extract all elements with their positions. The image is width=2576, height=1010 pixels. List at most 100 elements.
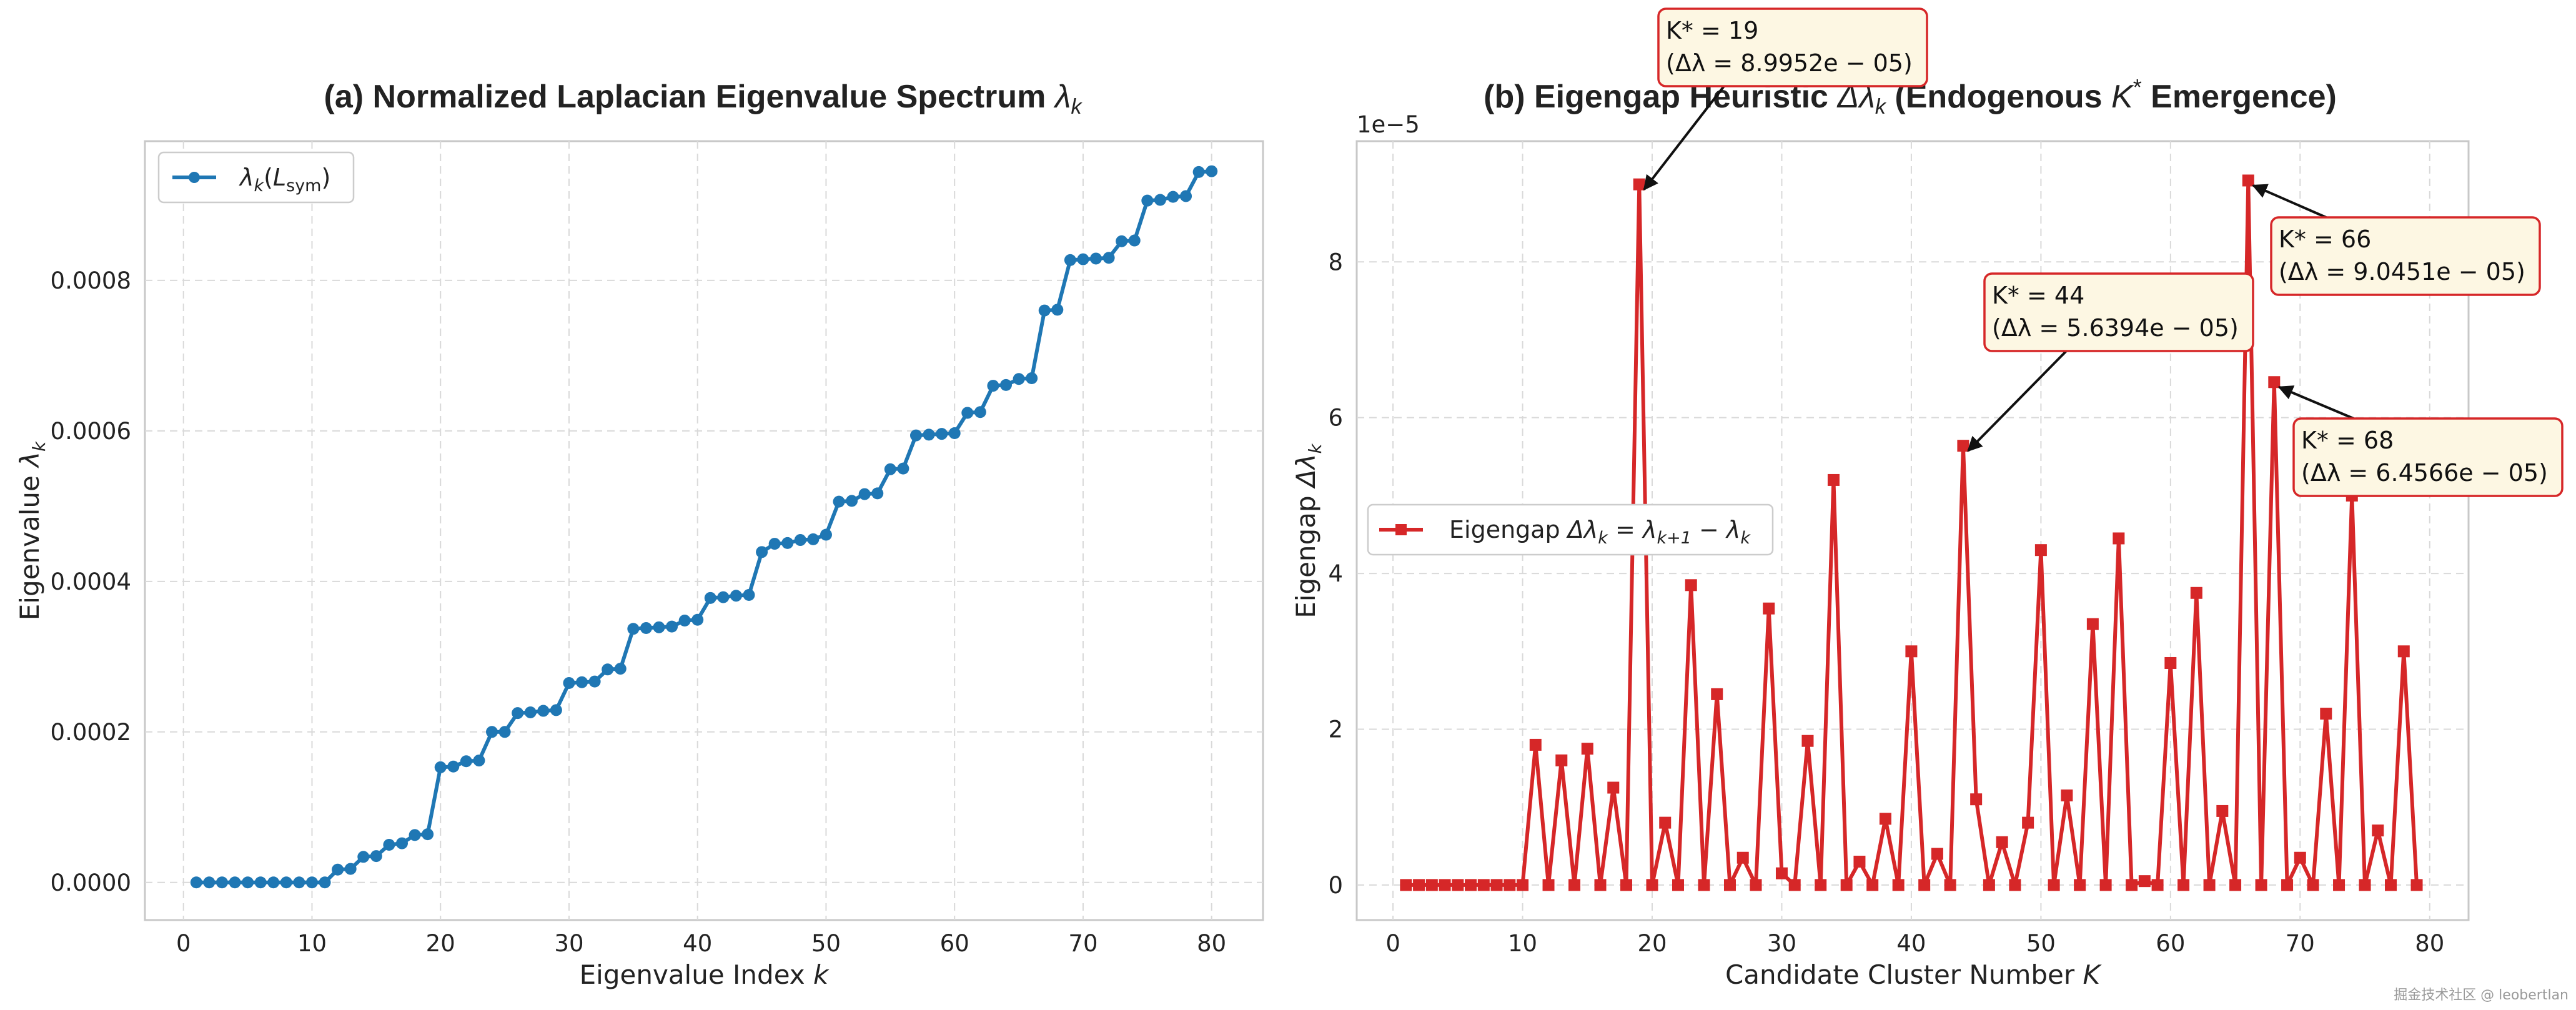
panel-a-legend-box [157, 151, 355, 204]
data-point [614, 663, 627, 675]
data-point [1853, 855, 1866, 868]
data-point [807, 533, 820, 545]
data-point [395, 837, 408, 849]
data-point [2138, 875, 2151, 888]
data-point [1736, 851, 1749, 864]
data-point [1180, 190, 1192, 202]
data-point [2177, 879, 2190, 891]
x-tick-label: 40 [683, 930, 712, 957]
data-point [2190, 587, 2202, 599]
y-tick-label: 0.0004 [51, 568, 131, 595]
y-tick-label: 0.0008 [51, 267, 131, 294]
data-point [2151, 879, 2164, 891]
data-point [447, 760, 460, 773]
x-tick-label: 20 [426, 930, 455, 957]
data-point [987, 380, 999, 392]
data-point [909, 429, 922, 442]
data-point [2359, 879, 2371, 891]
annotation-label-k: K* = 19 [1666, 17, 1758, 44]
data-point [1879, 813, 1891, 825]
data-point [1477, 879, 1490, 891]
data-point [1775, 867, 1788, 879]
data-point [704, 592, 716, 604]
data-point [1077, 253, 1089, 265]
data-point [576, 676, 588, 688]
data-point [1026, 372, 1038, 385]
panel-a-legend-label: λk(Lsym) [239, 164, 330, 196]
panel-a-legend: λk(Lsym) [157, 151, 355, 204]
data-point [1038, 304, 1051, 317]
data-point [653, 621, 665, 633]
y-tick-label: 2 [1328, 716, 1343, 743]
annotation-label-k: K* = 66 [2279, 225, 2371, 253]
data-point [846, 495, 858, 507]
data-point [1452, 879, 1464, 891]
data-point [1996, 836, 2008, 848]
y-tick-label: 0.0006 [51, 418, 131, 445]
data-point [1581, 743, 1593, 755]
data-point [897, 462, 909, 475]
panel-b-eigengap: (b) Eigengap Heuristic Δλk (Endogenous K… [1290, 7, 2564, 990]
panel-b-legend-box [1367, 503, 1774, 556]
data-point [1633, 178, 1645, 191]
data-point [2074, 879, 2086, 891]
annotation-box [1983, 272, 2254, 352]
data-point [1840, 879, 1853, 891]
data-point [923, 428, 935, 441]
annotation-arrow [1643, 85, 1725, 191]
x-tick-label: 30 [554, 930, 583, 957]
data-point [305, 876, 318, 889]
data-point [280, 876, 292, 889]
data-point [1102, 252, 1115, 264]
data-point [1439, 879, 1451, 891]
data-point [1413, 879, 1425, 891]
data-point [730, 590, 742, 602]
data-point [2086, 618, 2099, 630]
x-tick-label: 70 [1068, 930, 1097, 957]
annotation-label-value: (Δλ = 8.9952e − 05) [1666, 49, 1913, 77]
annotation-label-value: (Δλ = 9.0451e − 05) [2279, 258, 2525, 285]
panel-b-annotations: K* = 19 (Δλ = 8.9952e − 05) K* = 44 (Δλ = 5… [1643, 7, 2564, 497]
data-point [203, 876, 215, 889]
data-point [2320, 708, 2332, 720]
data-point [2372, 824, 2384, 837]
x-tick-label: 0 [1385, 930, 1400, 957]
data-point [1000, 379, 1013, 391]
data-point [1827, 473, 1840, 486]
x-tick-label: 0 [176, 930, 191, 957]
annotation-box [1657, 7, 1928, 87]
data-point [537, 705, 550, 717]
x-tick-label: 60 [2156, 930, 2185, 957]
data-point [1568, 879, 1581, 891]
panel-a-legend-marker [189, 172, 200, 183]
data-point [768, 538, 781, 550]
data-point [229, 876, 241, 889]
panel-b-ylabel: Eigengap Δλk [1290, 442, 1325, 618]
data-point [1723, 879, 1736, 891]
data-point [961, 407, 974, 419]
data-point [678, 614, 691, 626]
data-point [1154, 194, 1166, 206]
x-tick-label: 10 [1508, 930, 1537, 957]
data-point [717, 591, 730, 603]
data-point [871, 487, 884, 500]
data-point [2307, 879, 2319, 891]
data-point [858, 488, 871, 500]
data-point [1400, 879, 1412, 891]
data-point [794, 534, 806, 547]
x-tick-label: 60 [940, 930, 969, 957]
data-point [254, 876, 267, 889]
panel-b-xlabel: Candidate Cluster Number K [1725, 959, 2103, 990]
data-point [666, 620, 678, 633]
data-point [2034, 544, 2047, 557]
data-point [2397, 645, 2410, 658]
data-point [357, 851, 370, 863]
data-point [2385, 879, 2397, 891]
x-tick-label: 40 [1896, 930, 1926, 957]
data-point [1957, 440, 1969, 452]
data-point [2281, 879, 2294, 891]
data-point [2410, 879, 2423, 891]
watermark: 掘金技术社区 @ leobertlan [2394, 988, 2569, 1003]
data-point [2294, 851, 2306, 864]
data-point [1128, 234, 1141, 247]
